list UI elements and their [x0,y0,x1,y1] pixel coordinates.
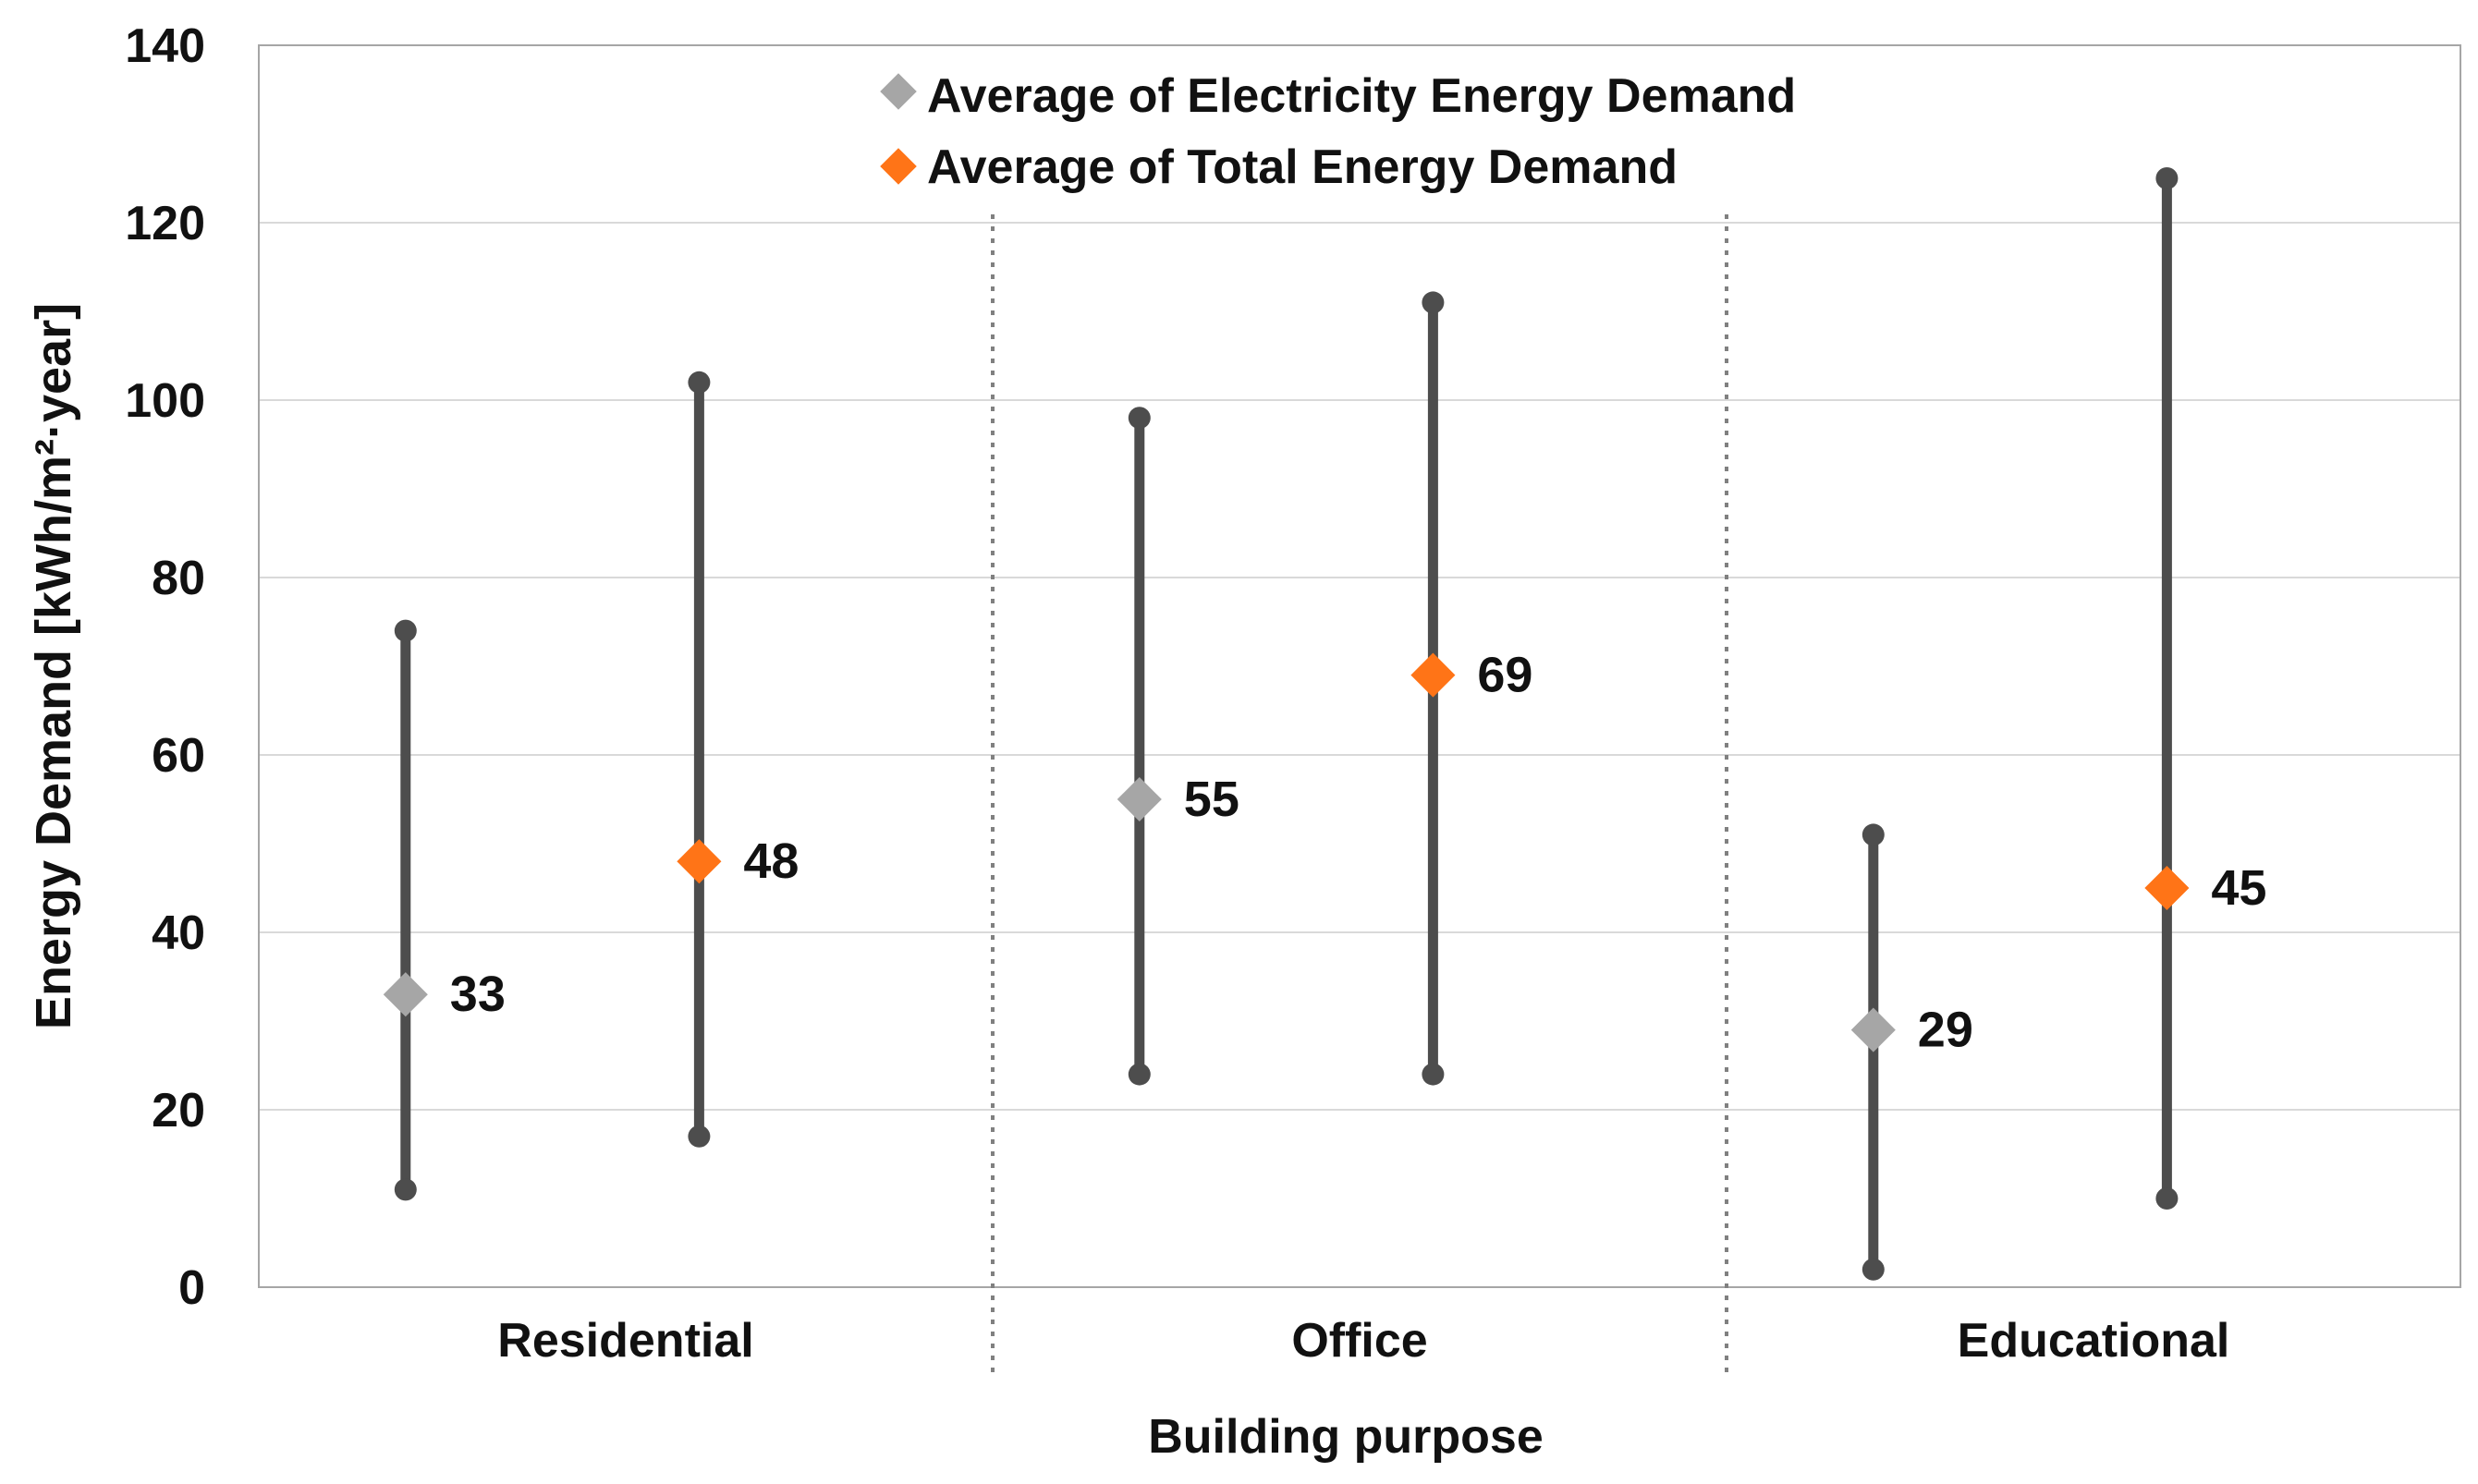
legend-label-electricity: Average of Electricity Energy Demand [927,69,1796,123]
legend-marker-electricity [880,73,917,110]
range-max-point-electricity [394,619,417,642]
y-axis-ticks: 0 20 40 60 80 100 120 140 [125,19,205,1315]
average-marker-total [677,839,722,884]
average-marker-electricity [1850,1007,1896,1052]
range-max-point-electricity [1862,823,1885,846]
legend-marker-total [880,148,917,185]
y-tick-label: 80 [152,552,205,605]
plot-area-frame [258,44,2461,1288]
range-min-point-electricity [1128,1063,1151,1086]
y-tick-label: 20 [152,1084,205,1137]
range-max-point-total [1422,291,1445,314]
y-tick-label: 40 [152,906,205,960]
legend-label-total: Average of Total Energy Demand [927,140,1678,194]
average-marker-total [1410,652,1456,698]
x-axis-title: Building purpose [1148,1410,1544,1464]
y-tick-label: 140 [125,19,205,73]
y-tick-label: 120 [125,197,205,250]
x-axis-ticks: Residential Office Educational [497,1314,2229,1368]
range-max-point-total [688,371,711,394]
range-min-point-total [688,1125,711,1148]
data-label-total: 45 [2211,860,2266,916]
legend: Average of Electricity Energy Demand Ave… [880,69,1796,194]
y-tick-label: 0 [178,1261,205,1315]
y-tick-label: 100 [125,374,205,428]
x-tick-label: Educational [1958,1314,2230,1368]
grid-lines [259,222,2460,1111]
data-label-electricity: 33 [450,967,506,1022]
range-min-point-electricity [394,1178,417,1201]
average-marker-electricity [1117,776,1162,822]
x-tick-label: Residential [497,1314,753,1368]
category-separators [991,214,1728,1375]
x-tick-label: Office [1291,1314,1427,1368]
data-series: 33 55 29 48 69 45 [383,167,2266,1281]
data-label-electricity: 29 [1918,1003,1973,1058]
average-marker-electricity [383,972,428,1017]
range-max-point-total [2155,167,2179,189]
average-marker-total [2144,865,2190,911]
y-tick-label: 60 [152,729,205,783]
data-label-total: 69 [1477,648,1532,703]
data-label-total: 48 [743,833,799,889]
range-min-point-electricity [1862,1258,1885,1281]
range-min-point-total [1422,1063,1445,1086]
range-min-point-total [2155,1187,2179,1210]
range-max-point-electricity [1128,407,1151,430]
y-axis-title: Energy Demand [kWh/m²·year] [26,303,81,1029]
data-label-electricity: 55 [1184,772,1239,827]
